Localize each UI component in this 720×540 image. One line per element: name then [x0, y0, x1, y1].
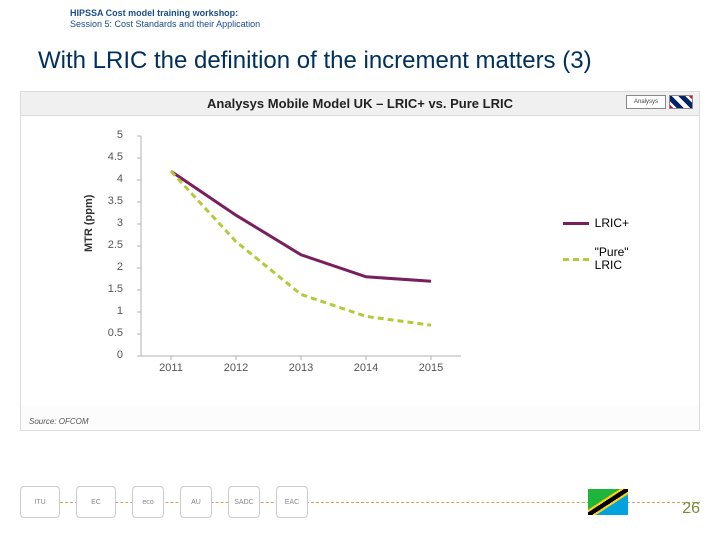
y-tick-label: 2: [103, 261, 123, 273]
x-tick-label: 2011: [151, 362, 191, 374]
uk-flag-icon: [669, 95, 693, 109]
tanzania-flag-icon: [588, 489, 628, 515]
y-tick-label: 1: [103, 305, 123, 317]
y-tick-label: 1.5: [103, 283, 123, 295]
legend-label: LRIC+: [595, 216, 629, 230]
legend-swatch: [563, 222, 589, 225]
y-tick-label: 4.5: [103, 151, 123, 163]
partner-logo: SADC: [228, 486, 260, 518]
partner-logo: EAC: [276, 486, 308, 518]
analysys-badge: Analysys: [626, 95, 666, 109]
y-tick-label: 3.5: [103, 195, 123, 207]
legend-item-pure-lric: "Pure" LRIC: [563, 246, 629, 272]
y-tick-label: 3: [103, 217, 123, 229]
page-number: 26: [682, 500, 700, 518]
header-title: HIPSSA Cost model training workshop:: [70, 8, 720, 18]
slide-header: HIPSSA Cost model training workshop: Ses…: [0, 0, 720, 33]
chart-badges: Analysys: [626, 95, 693, 109]
y-tick-label: 0.5: [103, 327, 123, 339]
page-title: With LRIC the definition of the incremen…: [0, 33, 720, 85]
y-tick-label: 5: [103, 129, 123, 141]
chart-panel: Analysys Mobile Model UK – LRIC+ vs. Pur…: [20, 91, 700, 431]
legend-item-lric-plus: LRIC+: [563, 216, 629, 230]
chart-legend: LRIC+ "Pure" LRIC: [563, 216, 629, 288]
y-tick-label: 0: [103, 349, 123, 361]
y-axis-label: MTR (ppm): [83, 195, 95, 252]
x-tick-label: 2015: [411, 362, 451, 374]
partner-logo: eco: [132, 486, 164, 518]
chart-title: Analysys Mobile Model UK – LRIC+ vs. Pur…: [21, 92, 699, 116]
x-tick-label: 2012: [216, 362, 256, 374]
chart-body: MTR (ppm) 0 0.5 1 1.5 2 2.5 3 3.5 4 4.5 5 2011 2012…: [21, 116, 699, 406]
y-tick-label: 4: [103, 173, 123, 185]
legend-label: "Pure" LRIC: [595, 246, 629, 272]
header-subtitle: Session 5: Cost Standards and their Appl…: [70, 19, 720, 29]
footer: ITU EC eco AU SADC EAC: [20, 482, 700, 522]
partner-logo: AU: [180, 486, 212, 518]
y-tick-label: 2.5: [103, 239, 123, 251]
legend-swatch: [563, 258, 589, 261]
x-tick-label: 2013: [281, 362, 321, 374]
x-tick-label: 2014: [346, 362, 386, 374]
line-chart: [121, 126, 481, 386]
footer-logos: ITU EC eco AU SADC EAC: [20, 486, 308, 518]
chart-source: Source: OFCOM: [29, 417, 89, 426]
partner-logo: EC: [76, 486, 116, 518]
partner-logo: ITU: [20, 486, 60, 518]
